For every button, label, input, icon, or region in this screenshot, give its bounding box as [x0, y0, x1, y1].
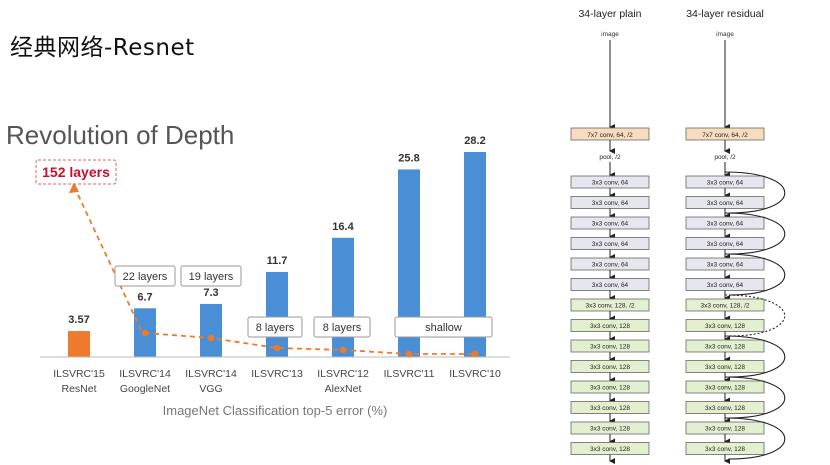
category-label: ILSVRC'14 — [185, 368, 237, 380]
trend-marker — [471, 350, 479, 358]
network-title: 34-layer residual — [686, 8, 764, 20]
conv-block-label: 3x3 conv, 128 — [705, 405, 745, 412]
skip-connection — [724, 376, 786, 419]
layer-callout-label: 22 layers — [123, 271, 168, 283]
conv-block-label: 3x3 conv, 128 — [705, 323, 745, 330]
first-conv-label: 7x7 conv, 64, /2 — [702, 132, 748, 139]
trend-marker — [273, 344, 281, 352]
bar-value-label: 11.7 — [267, 255, 288, 267]
layer-callout-label: shallow — [425, 322, 462, 334]
pool-label: pool, /2 — [599, 154, 621, 161]
conv-block-label: 3x3 conv, 64 — [707, 180, 744, 187]
layer-callout-label: 152 layers — [42, 164, 110, 180]
conv-block-label: 3x3 conv, 128, /2 — [700, 303, 749, 310]
conv-block-label: 3x3 conv, 64 — [592, 200, 629, 207]
bar-value-label: 28.2 — [464, 135, 485, 147]
skip-connection — [724, 253, 786, 296]
chart-title: Revolution of Depth — [6, 120, 235, 150]
conv-block-label: 3x3 conv, 128 — [590, 385, 630, 392]
x-axis-title: ImageNet Classification top-5 error (%) — [163, 403, 388, 418]
conv-block-label: 3x3 conv, 128 — [590, 405, 630, 412]
skip-connection — [724, 417, 786, 460]
depth-bar-chart: 3.57 6.7 7.3 11.7 16.4 25.8 28.2 ILSVRC'15 ResNe… — [35, 135, 510, 418]
trend-arrowhead — [69, 182, 79, 193]
conv-block-label: 3x3 conv, 128 — [590, 426, 630, 433]
bar-5 — [398, 169, 420, 357]
slide-title: 经典网络-Resnet — [10, 35, 195, 61]
layer-callout-label: 8 layers — [323, 322, 362, 334]
network-title: 34-layer plain — [578, 8, 641, 20]
skip-connection — [724, 171, 786, 214]
bar-value-label: 7.3 — [203, 287, 218, 299]
layer-callout-box — [394, 316, 493, 338]
trend-marker — [339, 346, 347, 354]
category-label: ILSVRC'10 — [449, 368, 501, 380]
category-label: ILSVRC'11 — [384, 368, 435, 380]
trend-marker — [207, 334, 215, 342]
layer-callout-box — [180, 265, 242, 287]
layer-callout-label: 19 layers — [189, 271, 234, 283]
conv-block-label: 3x3 conv, 64 — [707, 241, 744, 248]
layer-callout-box — [114, 265, 176, 287]
conv-block-label: 3x3 conv, 64 — [707, 221, 744, 228]
conv-block-label: 3x3 conv, 128 — [590, 344, 630, 351]
conv-block-label: 3x3 conv, 128, /2 — [585, 303, 634, 310]
trend-marker — [405, 350, 413, 358]
conv-block-label: 3x3 conv, 64 — [707, 262, 744, 269]
bar-0 — [68, 331, 90, 357]
category-sublabel: GoogleNet — [120, 383, 170, 395]
category-label: ILSVRC'15 — [53, 368, 105, 380]
pool-label: pool, /2 — [714, 154, 736, 161]
residual-network: 34-layer residual image 7x7 conv, 64, /2 po… — [685, 8, 786, 464]
conv-block-label: 3x3 conv, 128 — [705, 385, 745, 392]
category-sublabel: VGG — [199, 383, 222, 395]
conv-block-label: 3x3 conv, 64 — [592, 241, 629, 248]
input-label: image — [601, 31, 619, 38]
layer-callout-box — [247, 316, 303, 338]
conv-block-label: 3x3 conv, 64 — [707, 200, 744, 207]
input-label: image — [716, 31, 734, 38]
skip-connection — [724, 212, 786, 255]
category-label: ILSVRC'13 — [251, 368, 303, 380]
bar-value-label: 6.7 — [137, 291, 152, 303]
conv-block-label: 3x3 conv, 128 — [705, 344, 745, 351]
bar-2 — [200, 303, 222, 357]
plain-network: 34-layer plain image 7x7 conv, 64, /2 pool,… — [570, 8, 650, 464]
category-label: ILSVRC'12 — [317, 368, 369, 380]
conv-block-label: 3x3 conv, 128 — [590, 446, 630, 453]
conv-block-label: 3x3 conv, 64 — [592, 262, 629, 269]
bar-value-label: 3.57 — [68, 314, 89, 326]
layer-callout-label: 8 layers — [256, 322, 295, 334]
layer-callout-box — [35, 159, 117, 185]
category-sublabel: AlexNet — [325, 383, 362, 395]
category-label: ILSVRC'14 — [119, 368, 171, 380]
conv-block-label: 3x3 conv, 64 — [592, 282, 629, 289]
conv-block-label: 3x3 conv, 64 — [592, 221, 629, 228]
conv-block-label: 3x3 conv, 64 — [707, 282, 744, 289]
category-sublabel: ResNet — [61, 383, 96, 395]
layer-callout-box — [313, 316, 371, 338]
skip-connection — [724, 294, 786, 337]
conv-block-label: 3x3 conv, 128 — [705, 426, 745, 433]
bar-6 — [464, 152, 486, 357]
depth-trend-line — [144, 332, 475, 355]
conv-block-label: 3x3 conv, 128 — [590, 364, 630, 371]
conv-block-label: 3x3 conv, 128 — [590, 323, 630, 330]
bar-value-label: 25.8 — [398, 152, 419, 164]
conv-block-label: 3x3 conv, 128 — [705, 364, 745, 371]
trend-marker — [141, 329, 149, 337]
conv-block-label: 3x3 conv, 64 — [592, 180, 629, 187]
bar-value-label: 16.4 — [332, 221, 354, 233]
skip-connection — [724, 335, 786, 378]
first-conv-label: 7x7 conv, 64, /2 — [587, 132, 633, 139]
conv-block-label: 3x3 conv, 128 — [705, 446, 745, 453]
